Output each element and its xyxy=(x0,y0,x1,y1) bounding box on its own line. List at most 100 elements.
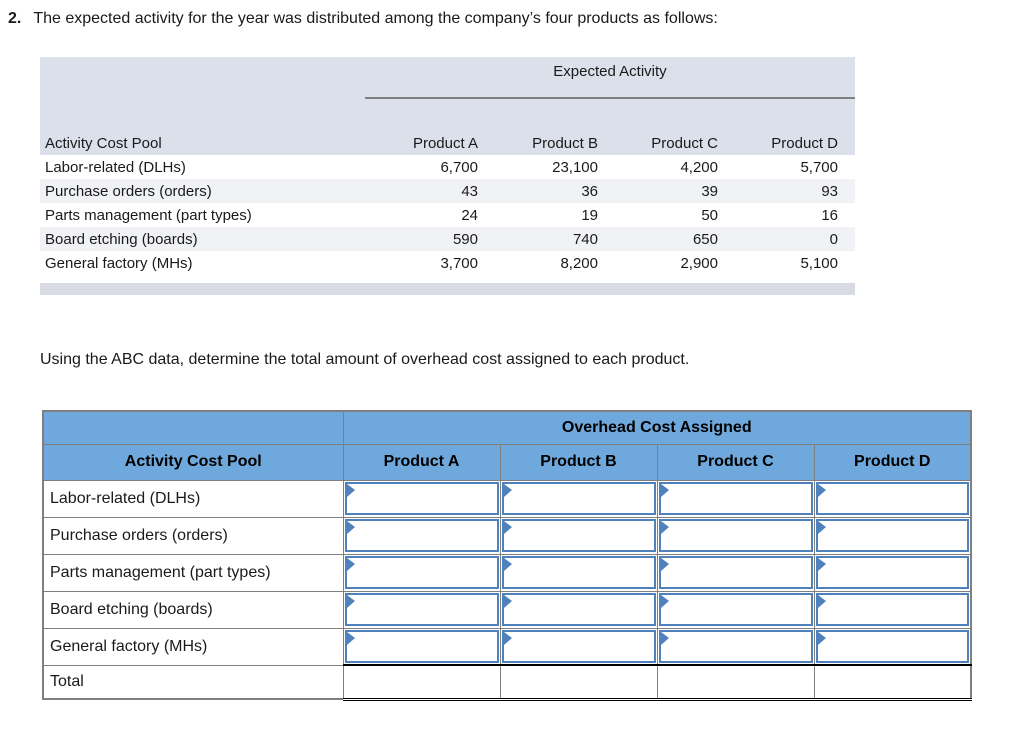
overhead-table-title: Overhead Cost Assigned xyxy=(342,410,972,445)
table-row: General factory (MHs) xyxy=(42,627,972,666)
cell-value: 650 xyxy=(692,230,718,248)
table-footer-bar xyxy=(40,283,855,295)
cell-corner-flag-icon xyxy=(817,521,826,534)
column-header-activity-cost-pool: Activity Cost Pool xyxy=(45,134,162,152)
cell-value: 50 xyxy=(701,206,718,224)
expected-activity-title: Expected Activity xyxy=(553,63,667,80)
answer-cell xyxy=(656,516,815,555)
total-cell xyxy=(813,664,972,701)
expected-activity-table: Expected Activity Activity Cost Pool Pro… xyxy=(40,57,855,295)
cell-corner-flag-icon xyxy=(503,631,512,645)
answer-input-cell[interactable] xyxy=(658,556,813,589)
table-gap xyxy=(40,275,855,283)
answer-input-cell[interactable] xyxy=(501,482,656,515)
answer-input-cell[interactable] xyxy=(658,593,813,626)
cell-corner-flag-icon xyxy=(346,595,355,608)
answer-input-cell[interactable] xyxy=(344,629,499,663)
table-row: Purchase orders (orders) 43 36 39 93 xyxy=(40,179,855,203)
answer-input-cell[interactable] xyxy=(658,629,813,663)
answer-cell xyxy=(342,553,501,592)
answer-cell xyxy=(813,479,972,518)
cell-corner-flag-icon xyxy=(503,558,512,571)
answer-cell xyxy=(342,627,501,666)
expected-activity-column-headers: Activity Cost Pool Product A Product B P… xyxy=(40,131,855,155)
answer-input-cell[interactable] xyxy=(815,593,969,626)
cell-corner-flag-icon xyxy=(346,631,355,645)
column-header-product-c: Product C xyxy=(656,443,815,481)
column-header-product-a: Product A xyxy=(342,443,501,481)
answer-input-cell[interactable] xyxy=(501,556,656,589)
overhead-table-title-row: Overhead Cost Assigned xyxy=(42,410,972,445)
answer-input-cell[interactable] xyxy=(501,629,656,663)
answer-cell xyxy=(656,479,815,518)
total-row: Total xyxy=(42,664,972,701)
answer-input-cell[interactable] xyxy=(501,593,656,626)
column-header-product-b: Product B xyxy=(532,134,598,152)
answer-cell xyxy=(656,627,815,666)
expected-activity-table-header: Expected Activity Activity Cost Pool Pro… xyxy=(40,57,855,155)
problem-heading-text: The expected activity for the year was d… xyxy=(33,10,718,27)
total-cell xyxy=(342,664,501,701)
answer-cell xyxy=(499,516,658,555)
answer-cell xyxy=(342,590,501,629)
cell-corner-flag-icon xyxy=(503,484,512,497)
cell-value: 6,700 xyxy=(440,158,478,176)
cell-corner-flag-icon xyxy=(817,558,826,571)
cell-value: 2,900 xyxy=(680,254,718,272)
row-label: General factory (MHs) xyxy=(45,254,193,272)
cell-value: 3,700 xyxy=(440,254,478,272)
total-cell xyxy=(656,664,815,701)
cell-value: 19 xyxy=(581,206,598,224)
cell-corner-flag-icon xyxy=(660,595,669,608)
column-header-product-c: Product C xyxy=(651,134,718,152)
answer-input-cell[interactable] xyxy=(815,629,969,663)
table-row: Board etching (boards) 590 740 650 0 xyxy=(40,227,855,251)
total-row-label: Total xyxy=(42,664,344,700)
answer-cell xyxy=(342,479,501,518)
row-label: Board etching (boards) xyxy=(45,230,198,248)
cell-value: 5,100 xyxy=(800,254,838,272)
row-label: Purchase orders (orders) xyxy=(42,516,344,555)
answer-cell xyxy=(342,516,501,555)
row-label: Labor-related (DLHs) xyxy=(45,158,186,176)
answer-cell xyxy=(813,627,972,666)
answer-cell xyxy=(656,553,815,592)
answer-input-cell[interactable] xyxy=(658,519,813,552)
answer-cell xyxy=(813,590,972,629)
cell-value: 8,200 xyxy=(560,254,598,272)
answer-input-cell[interactable] xyxy=(344,519,499,552)
row-label: Parts management (part types) xyxy=(42,553,344,592)
answer-cell xyxy=(499,553,658,592)
column-header-activity-cost-pool: Activity Cost Pool xyxy=(42,443,344,481)
cell-value: 0 xyxy=(829,230,838,248)
answer-input-cell[interactable] xyxy=(344,593,499,626)
instruction-text: Using the ABC data, determine the total … xyxy=(40,351,690,368)
row-label: General factory (MHs) xyxy=(42,627,344,666)
blank-header-cell xyxy=(42,410,344,445)
answer-input-cell[interactable] xyxy=(815,519,969,552)
column-header-product-d: Product D xyxy=(813,443,972,481)
table-row: Parts management (part types) xyxy=(42,553,972,592)
answer-cell xyxy=(656,590,815,629)
answer-input-cell[interactable] xyxy=(658,482,813,515)
row-label: Board etching (boards) xyxy=(42,590,344,629)
cell-corner-flag-icon xyxy=(346,521,355,534)
overhead-cost-table: Overhead Cost Assigned Activity Cost Poo… xyxy=(42,410,972,701)
cell-value: 39 xyxy=(701,182,718,200)
cell-value: 93 xyxy=(821,182,838,200)
answer-input-cell[interactable] xyxy=(344,556,499,589)
problem-heading: 2. The expected activity for the year was… xyxy=(8,10,718,28)
answer-input-cell[interactable] xyxy=(815,482,969,515)
cell-corner-flag-icon xyxy=(503,521,512,534)
cell-value: 16 xyxy=(821,206,838,224)
cell-value: 590 xyxy=(452,230,478,248)
answer-input-cell[interactable] xyxy=(501,519,656,552)
cell-value: 23,100 xyxy=(552,158,598,176)
answer-input-cell[interactable] xyxy=(815,556,969,589)
cell-corner-flag-icon xyxy=(817,595,826,608)
table-row: Labor-related (DLHs) 6,700 23,100 4,200 … xyxy=(40,155,855,179)
answer-input-cell[interactable] xyxy=(344,482,499,515)
answer-cell xyxy=(813,553,972,592)
answer-cell xyxy=(499,627,658,666)
problem-number: 2. xyxy=(8,10,22,27)
